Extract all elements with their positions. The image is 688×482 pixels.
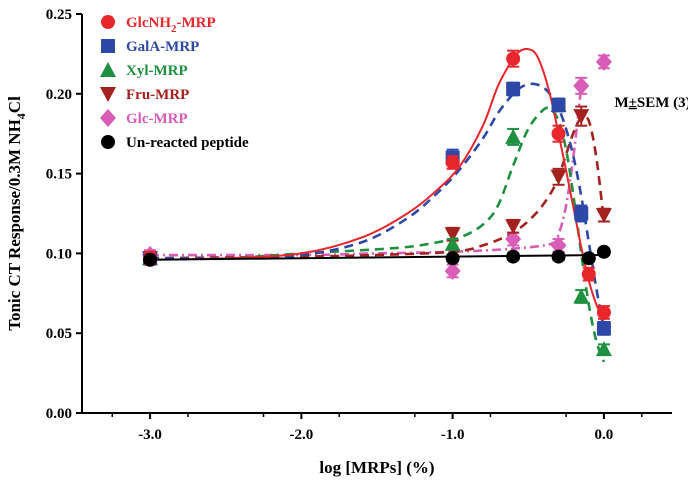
series-curve-4	[150, 85, 583, 257]
data-point-series-0	[596, 305, 611, 320]
x-tick-label: -1.0	[441, 427, 465, 443]
legend-label-0: GlcNH2-MRP	[126, 15, 216, 35]
series-curve-0	[150, 47, 605, 321]
y-tick-label: 0.20	[46, 87, 72, 103]
y-tick-label: 0.05	[46, 326, 72, 342]
data-point-series-5	[506, 249, 521, 264]
x-tick-label: -3.0	[138, 427, 162, 443]
data-point-series-0	[581, 267, 596, 282]
data-point-series-4	[550, 236, 567, 255]
data-point-series-2	[444, 235, 461, 251]
legend-marker-4	[100, 109, 116, 127]
annotation-sem: M±SEM (3)	[615, 95, 688, 111]
fitted-curves	[150, 47, 606, 363]
x-tick-label: 0.0	[595, 427, 614, 443]
y-tick-label: 0.10	[46, 246, 72, 262]
series-curve-1	[150, 82, 606, 331]
legend-label-5: Un-reacted peptide	[126, 135, 249, 151]
x-tick-label: -2.0	[289, 427, 313, 443]
legend-marker-5	[101, 135, 115, 149]
data-point-series-0	[506, 51, 521, 66]
y-axis-title: Tonic CT Response/0.3M NH4Cl	[5, 96, 28, 331]
data-point-series-0	[551, 126, 566, 141]
data-point-series-2	[505, 128, 522, 144]
annotation-pm-symbol: ±	[629, 95, 637, 111]
data-point-series-5	[551, 249, 566, 264]
data-point-series-5	[596, 244, 611, 259]
data-markers	[142, 49, 612, 357]
data-point-series-5	[581, 251, 596, 266]
data-point-series-3	[550, 169, 567, 185]
legend-marker-1	[101, 39, 115, 53]
data-point-series-4	[595, 52, 612, 71]
series-curve-5	[150, 253, 604, 261]
legend-marker-2	[100, 62, 116, 77]
legend: GlcNH2-MRP GalA-MRP Xyl-MRP Fru-MRP Glc-MRP U…	[100, 15, 249, 151]
y-tick-label: 0.25	[46, 7, 72, 23]
legend-label-4: Glc-MRP	[126, 111, 188, 127]
y-tick-label: 0.15	[46, 167, 72, 183]
data-point-series-0	[445, 155, 460, 170]
axes: 0.00 0.05 0.10 0.15 0.20 0.25 -3.0 -2.0 -1.0 0.0	[46, 7, 672, 443]
data-point-series-4	[573, 76, 590, 95]
x-axis-title: log [MRPs] (%)	[319, 458, 434, 477]
data-point-series-5	[445, 251, 460, 266]
legend-label-1: GalA-MRP	[126, 39, 199, 55]
data-point-series-1	[596, 321, 611, 336]
data-point-series-1	[551, 97, 566, 112]
data-point-series-2	[573, 288, 590, 304]
data-point-series-3	[573, 109, 590, 125]
data-point-series-5	[143, 252, 158, 267]
legend-label-2: Xyl-MRP	[126, 63, 188, 79]
y-tick-label: 0.00	[46, 406, 72, 422]
data-point-series-1	[574, 206, 589, 221]
legend-marker-3	[100, 87, 116, 102]
data-point-series-4	[444, 261, 461, 280]
data-point-series-4	[505, 230, 522, 249]
data-point-series-3	[444, 227, 461, 243]
data-point-series-2	[595, 341, 612, 357]
data-point-series-3	[595, 208, 612, 224]
data-point-series-3	[505, 219, 522, 235]
data-point-series-1	[506, 82, 521, 97]
legend-marker-0	[101, 15, 115, 29]
legend-label-3: Fru-MRP	[126, 87, 189, 103]
